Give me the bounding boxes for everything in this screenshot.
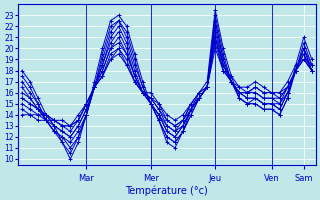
X-axis label: Température (°c): Température (°c)	[125, 185, 208, 196]
